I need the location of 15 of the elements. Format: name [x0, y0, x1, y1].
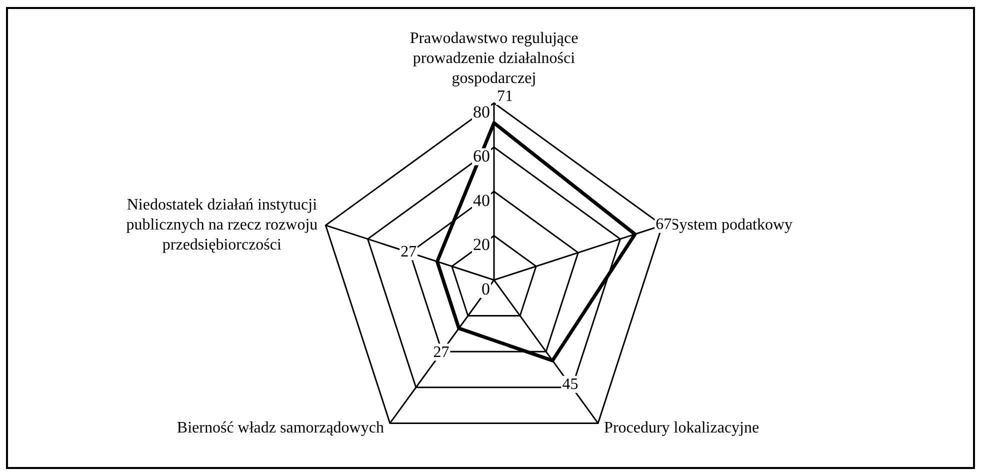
- y-tick-label: 60: [473, 146, 490, 166]
- data-label: 45: [562, 376, 578, 394]
- spoke-label: System podatkowy: [670, 216, 793, 234]
- data-label: 27: [400, 243, 417, 260]
- y-tick-label: 20: [473, 235, 490, 254]
- y-tick-label: 80: [473, 102, 490, 122]
- data-label: 67: [656, 216, 672, 234]
- data-label: 27: [433, 344, 450, 361]
- y-tick-label: 0: [482, 279, 490, 298]
- spoke-label: Bierność władz samorządowych: [176, 419, 384, 436]
- spoke-label: Niedostatek działań instytucji publicznych na rzecz rozwoju przedsiębiorczości: [126, 196, 318, 254]
- y-tick-label: 40: [473, 190, 490, 210]
- data-label: 71: [497, 88, 513, 106]
- spoke-label: Prawodawstwo regulujące prowadzenie działalności gospodarczej: [410, 30, 578, 88]
- spoke-label: Procedury lokalizacyjne: [604, 419, 760, 436]
